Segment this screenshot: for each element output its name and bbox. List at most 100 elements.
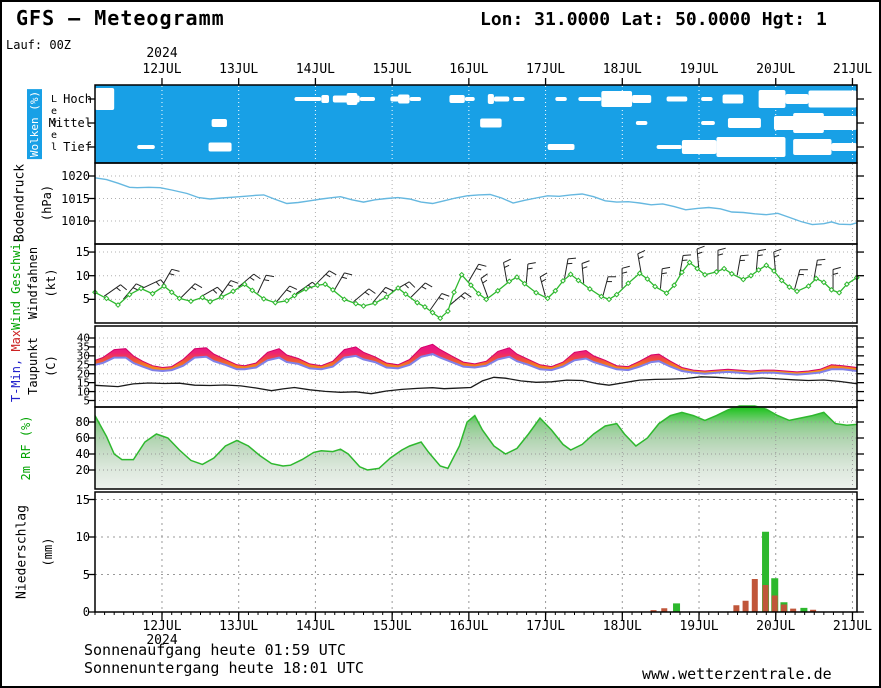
temp-tick-label: 25 — [76, 358, 90, 372]
cloud-patch — [464, 97, 475, 101]
page-title: GFS — Meteogramm — [16, 6, 225, 30]
cloud-patch — [211, 119, 227, 127]
day-label-top: 18JUL — [602, 62, 642, 77]
precip-bar-red — [742, 600, 749, 612]
precip-bar-green — [771, 578, 779, 612]
wind-tick-label: 15 — [75, 245, 90, 260]
precip-bar-red — [650, 610, 657, 612]
precip-bar-red — [751, 579, 758, 612]
wind-speed-axis-label: Wind Geschwi. — [9, 236, 23, 330]
day-label-top: 13JUL — [219, 62, 259, 77]
rh-tick-label: 20 — [75, 463, 90, 477]
precip-bar-red — [771, 595, 778, 612]
day-label-bottom: 19JUL — [679, 619, 719, 634]
sunrise-text: Sonnenaufgang heute 01:59 UTC — [84, 641, 346, 659]
cloud-patch — [487, 94, 494, 104]
day-label-top: 15JUL — [372, 62, 412, 77]
pressure-tick-label: 1020 — [61, 169, 90, 183]
day-label-top: 16JUL — [449, 62, 489, 77]
day-label-bottom: 12JUL — [142, 619, 182, 634]
cloud-patch — [701, 97, 713, 101]
precip-tick-label: 5 — [82, 567, 90, 582]
precip-bar-red — [733, 605, 740, 612]
day-label-top: 20JUL — [756, 62, 796, 77]
day-label-top: 14JUL — [295, 62, 335, 77]
precip-tick-label: 15 — [75, 492, 90, 507]
year-label-top: 2024 — [146, 46, 178, 61]
day-label-bottom: 14JUL — [295, 619, 335, 634]
day-label-bottom: 21JUL — [832, 619, 873, 634]
cloud-patch — [758, 90, 786, 108]
rh-line — [94, 405, 857, 471]
cloud-patch — [359, 97, 376, 101]
windfahnen-axis-label: Windfahnen — [26, 246, 40, 320]
cloud-patch — [321, 95, 329, 103]
level-axis-label: Level — [48, 94, 60, 154]
precip-bar-green — [762, 531, 770, 612]
wind-speed-line — [94, 261, 858, 320]
rh-tick-label: 60 — [75, 431, 90, 445]
temp-tick-label: 40 — [76, 331, 90, 345]
dewpoint-line — [94, 376, 857, 395]
day-label-top: 12JUL — [142, 62, 182, 77]
cloud-patch — [578, 97, 602, 101]
cloud-patch — [785, 94, 809, 104]
cloud-patch — [547, 144, 575, 150]
precip-tick-label: 10 — [75, 530, 90, 544]
day-label-bottom: 13JUL — [219, 619, 259, 634]
precip-bar-red — [661, 608, 668, 612]
cloud-patch — [716, 137, 786, 157]
precip-tick-label: 0 — [82, 605, 90, 619]
pressure-line — [94, 177, 857, 226]
cloud-patch — [632, 95, 652, 103]
bodendruck-axis-label: Bodendruck — [12, 163, 28, 243]
row-label-tief: Tief — [63, 140, 92, 154]
kt-unit-label: (kt) — [44, 268, 58, 298]
cloud-patch — [722, 94, 744, 104]
day-label-bottom: 16JUL — [449, 619, 489, 634]
cloud-patch — [681, 140, 717, 154]
precip-bar-red — [790, 608, 797, 612]
day-label-top: 19JUL — [679, 62, 719, 77]
wind-tick-label: 5 — [82, 292, 90, 307]
cloud-patch — [601, 91, 633, 107]
day-label-bottom: 15JUL — [372, 619, 412, 634]
cloud-patch — [95, 88, 115, 110]
panel-temperatur — [88, 325, 864, 408]
tmin-line — [94, 353, 857, 376]
cloud-patch — [793, 139, 832, 155]
rh-area — [95, 406, 857, 489]
panel-wolken — [88, 84, 864, 164]
temp-tick-label: 5 — [83, 394, 90, 407]
wolken-axis-label: Wolken (%) — [27, 88, 42, 160]
cloud-patch — [635, 121, 648, 125]
temp-tick-label: 10 — [76, 385, 90, 399]
sunset-text: Sonnenuntergang heute 18:01 UTC — [84, 659, 364, 677]
day-label-top: 17JUL — [525, 62, 566, 77]
website-text: www.wetterzentrale.de — [642, 665, 832, 683]
cloud-patch — [555, 97, 567, 101]
cloud-patch — [831, 143, 857, 151]
hpa-unit-label: (hPa) — [40, 184, 54, 222]
cloud-patch — [656, 145, 682, 149]
panel-wind — [88, 243, 864, 324]
day-label-top: 21JUL — [832, 62, 873, 77]
precip-bar-red — [780, 604, 787, 612]
cloud-patch — [346, 93, 358, 105]
cloud-patch — [493, 96, 510, 102]
niederschlag-axis-label: Niederschlag — [14, 505, 30, 599]
panel-rf — [88, 405, 864, 490]
panel-niederschlag — [88, 491, 864, 613]
temp-tick-label: 30 — [76, 349, 90, 363]
year-label-bottom: 2024 — [146, 633, 178, 648]
location-coords: Lon: 31.0000 Lat: 50.0000 Hgt: 1 — [480, 9, 827, 30]
temp-tick-label: 35 — [76, 340, 90, 354]
day-label-bottom: 20JUL — [756, 619, 796, 634]
day-label-bottom: 18JUL — [602, 619, 642, 634]
cloud-patch — [701, 121, 715, 125]
cloud-patch — [294, 97, 322, 101]
tmax-line — [94, 343, 857, 373]
mm-unit-label: (mm) — [41, 537, 55, 567]
precip-bar-green — [800, 607, 808, 612]
